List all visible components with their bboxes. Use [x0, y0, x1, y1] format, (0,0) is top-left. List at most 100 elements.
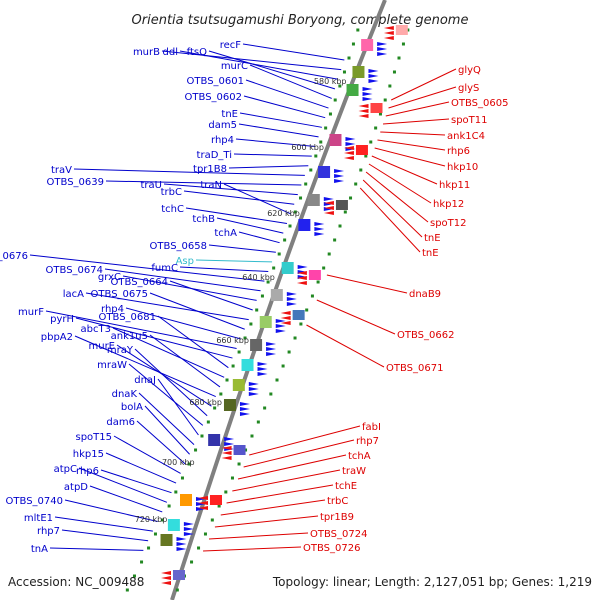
callout-line [125, 307, 241, 340]
outer-tick [316, 280, 320, 284]
callout-line [235, 138, 316, 148]
gene-arrow [323, 201, 334, 205]
gene-label-left: OTBS_0601 [187, 76, 244, 87]
gene-arrow [286, 297, 297, 301]
gene-arrow [280, 311, 291, 315]
inner-tick [225, 378, 229, 382]
inner-tick [206, 420, 210, 424]
inner-tick [314, 154, 318, 158]
callout-line [105, 180, 302, 186]
gene-block [180, 494, 192, 506]
gene-arrow [345, 137, 356, 141]
gene-arrow [296, 271, 307, 275]
callout-line [208, 532, 309, 540]
gene-label-left: mraY [107, 345, 134, 356]
callout-line [163, 183, 298, 196]
gene-label-left: traU [141, 180, 162, 191]
gene-label-left: hkp15 [73, 449, 104, 460]
callout-line [228, 165, 309, 169]
gene-arrow [160, 581, 171, 585]
callout-line [161, 50, 342, 71]
gene-block [308, 270, 321, 280]
gene-label-left: murE [88, 341, 115, 352]
inner-tick [237, 350, 241, 354]
outer-tick [224, 490, 228, 494]
gene-label-left: atpC [54, 464, 77, 475]
gene-block [208, 434, 221, 446]
gene-block [361, 39, 374, 51]
inner-tick [249, 322, 253, 326]
gene-label-left: spoT15 [75, 432, 112, 443]
gene-label-right: OTBS_0605 [451, 98, 508, 109]
gene-label-left: tnA [31, 544, 48, 555]
callout-line [78, 467, 168, 503]
outer-tick [374, 126, 378, 130]
inner-tick [153, 532, 157, 536]
outer-tick [293, 336, 297, 340]
outer-tick [250, 434, 254, 438]
outer-tick [175, 588, 179, 592]
callout-line [113, 435, 181, 474]
gene-label-right: glyS [458, 83, 479, 94]
gene-label-left: tchC [161, 204, 184, 215]
callout-line [242, 43, 345, 61]
inner-tick [140, 560, 144, 564]
gene-arrow [239, 412, 250, 416]
gene-label-left: mltE1 [24, 513, 53, 524]
gene-label-left: dam5 [208, 120, 237, 131]
inner-tick [260, 294, 264, 298]
gene-arrow [377, 52, 388, 56]
inner-tick [293, 210, 297, 214]
gene-label-left: OTBS_0681 [99, 312, 156, 323]
outer-tick [256, 420, 260, 424]
gene-arrow [248, 382, 259, 386]
callout-line [74, 335, 216, 397]
callout-line [61, 529, 149, 542]
gene-block [259, 316, 272, 328]
inner-tick [272, 266, 276, 270]
callout-line [214, 515, 319, 528]
gene-features [160, 25, 408, 585]
gene-arrow [275, 324, 286, 328]
gene-label-left: traD_Ti [197, 150, 232, 161]
gene-label-left: lacA [63, 289, 84, 300]
gene-block [298, 219, 311, 231]
callout-line [245, 79, 329, 109]
gene-arrow [362, 87, 373, 91]
gene-arrow [334, 169, 345, 173]
gene-label-right: trbC [327, 496, 348, 507]
gene-arrow [383, 36, 394, 40]
gene-arrow [280, 316, 291, 320]
gene-arrow [160, 576, 171, 580]
gene-label-left: tpr1B8 [193, 164, 227, 175]
gene-block [335, 200, 348, 210]
gene-block [210, 495, 222, 505]
gene-arrow [176, 542, 187, 546]
gene-arrow [183, 532, 194, 536]
callout-line [100, 469, 172, 494]
callout-line [249, 64, 332, 99]
gene-arrow [224, 442, 235, 446]
gene-arrow [368, 79, 379, 83]
gene-label-left: dnaJ [134, 375, 156, 386]
callout-line [112, 327, 225, 378]
callout-line [128, 363, 204, 426]
callout-line [377, 139, 446, 151]
callout-line [243, 439, 355, 468]
gene-label-left: murB [133, 47, 160, 58]
gene-label-left: OTBS_0658 [150, 241, 207, 252]
gene-arrow [383, 31, 394, 35]
gene-label-right: traW [342, 466, 366, 477]
gene-label-left: mraW [97, 360, 127, 371]
gene-block [160, 534, 173, 546]
gene-arrow [314, 222, 325, 226]
scale-tick-label: 660 kbp [216, 336, 249, 345]
gene-label-right: OTBS_0662 [397, 330, 454, 341]
gene-arrow [323, 211, 334, 215]
callout-line [238, 123, 319, 138]
outer-tick [305, 308, 309, 312]
callout-line [382, 118, 450, 125]
gene-label-left: tchB [192, 214, 215, 225]
outer-tick [230, 476, 234, 480]
inner-tick [342, 70, 346, 74]
